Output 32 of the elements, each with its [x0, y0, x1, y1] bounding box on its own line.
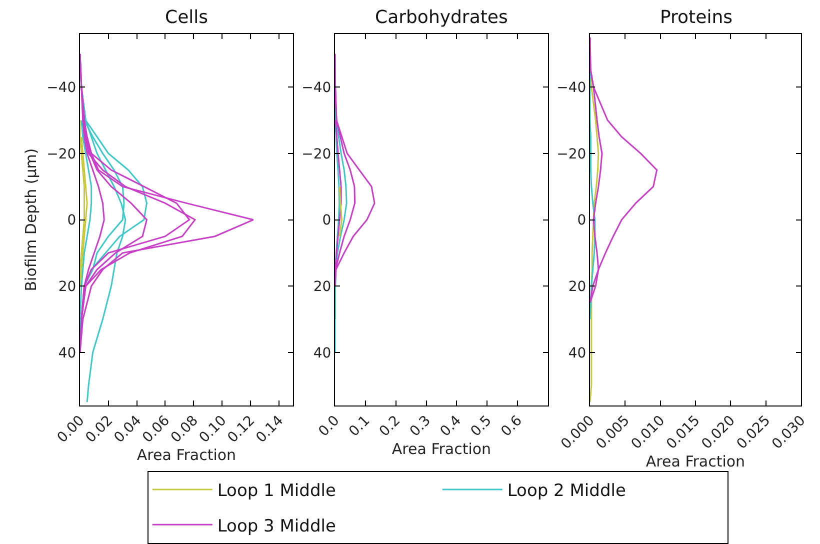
chart-title: Cells	[165, 7, 208, 28]
chart-title: Proteins	[660, 7, 732, 28]
y-tick-label: 20	[313, 279, 332, 296]
y-tick-label: −20	[556, 146, 586, 162]
y-tick-label: −20	[46, 146, 76, 162]
y-tick-label: 40	[58, 345, 76, 362]
x-tick-label: 0.2	[376, 412, 404, 440]
x-axis-title: Area Fraction	[136, 446, 236, 464]
y-tick-label: −40	[302, 80, 332, 96]
y-tick-label: −40	[46, 80, 76, 96]
legend-label: Loop 3 Middle	[217, 516, 336, 536]
y-tick-label: 20	[58, 279, 76, 296]
x-tick-label: 0.4	[437, 412, 465, 440]
x-tick-label: 0.0	[316, 412, 343, 440]
y-tick-label: 0	[322, 212, 332, 229]
x-axis-title: Area Fraction	[392, 440, 492, 458]
x-tick-label: 0.3	[407, 412, 434, 440]
y-tick-label: 20	[568, 279, 586, 296]
y-tick-label: −40	[556, 80, 586, 96]
y-tick-label: 40	[568, 345, 586, 362]
y-axis-title: Biofilm Depth (μm)	[22, 148, 40, 292]
x-tick-label: 0.5	[468, 412, 495, 440]
y-tick-label: −20	[302, 146, 332, 162]
chart-title: Carbohydrates	[375, 7, 508, 28]
y-tick-label: 0	[577, 212, 586, 229]
legend-label: Loop 2 Middle	[507, 481, 626, 502]
x-axis-title: Area Fraction	[646, 452, 746, 470]
x-tick-label: 0.6	[498, 412, 526, 440]
y-tick-label: 40	[313, 345, 332, 362]
y-tick-label: 0	[67, 212, 76, 229]
x-tick-label: 0.1	[346, 412, 374, 440]
legend-label: Loop 1 Middle	[217, 481, 336, 502]
